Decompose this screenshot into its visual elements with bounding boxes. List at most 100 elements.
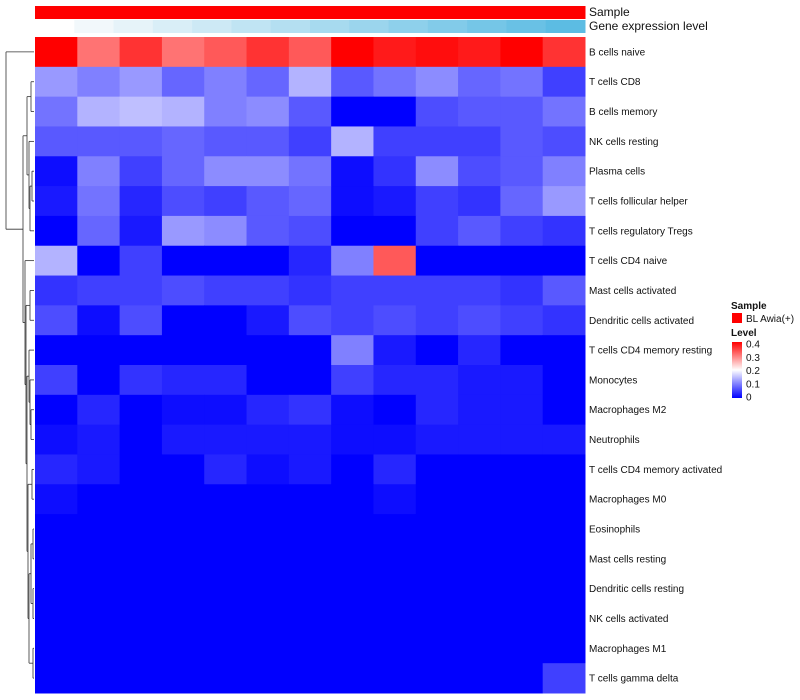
heatmap-cell xyxy=(77,66,121,98)
annotation-cell xyxy=(113,6,154,19)
heatmap-cell xyxy=(331,454,374,485)
heatmap-cell xyxy=(161,156,205,187)
heatmap-cell xyxy=(331,96,374,127)
heatmap-cell xyxy=(204,633,248,664)
heatmap-cell xyxy=(204,543,248,575)
heatmap-cell xyxy=(542,186,586,217)
heatmap-cell xyxy=(119,37,163,68)
heatmap-cell xyxy=(35,245,78,277)
heatmap-cell xyxy=(331,633,374,664)
heatmap-cell xyxy=(77,484,121,515)
heatmap-cell xyxy=(35,37,78,68)
heatmap-cell xyxy=(288,335,332,366)
heatmap-cell xyxy=(204,454,248,485)
heatmap-cell xyxy=(542,66,586,98)
heatmap-cell xyxy=(331,394,374,426)
heatmap-cell xyxy=(246,156,290,187)
heatmap-cell xyxy=(500,305,544,336)
heatmap-cell xyxy=(373,603,417,634)
heatmap-cell xyxy=(161,305,205,336)
heatmap-cell xyxy=(331,126,374,157)
heatmap-cell xyxy=(415,275,459,306)
heatmap-cell xyxy=(373,484,417,515)
heatmap-cell xyxy=(246,215,290,247)
heatmap-cell xyxy=(288,305,332,336)
heatmap-cell xyxy=(119,66,163,98)
annotation-cell xyxy=(74,20,115,33)
heatmap-cell xyxy=(500,365,544,396)
heatmap-cell xyxy=(35,66,78,98)
heatmap-cell xyxy=(119,365,163,396)
heatmap-cell xyxy=(542,543,586,575)
heatmap-cell xyxy=(542,156,586,187)
heatmap-cell xyxy=(204,514,248,545)
heatmap-cell xyxy=(35,663,78,694)
heatmap-cell xyxy=(288,365,332,396)
annotation-label: Gene expression level xyxy=(589,19,708,33)
heatmap-cell xyxy=(458,603,501,634)
heatmap-cell xyxy=(373,514,417,545)
annotation-cell xyxy=(152,20,193,33)
heatmap-cell xyxy=(415,37,459,68)
legend-tick-label: 0.2 xyxy=(746,366,760,377)
heatmap-cell xyxy=(77,365,121,396)
row-label: T cells gamma delta xyxy=(589,674,679,685)
row-label: Neutrophils xyxy=(589,435,640,446)
annotation-cell xyxy=(113,20,154,33)
heatmap-cell xyxy=(288,454,332,485)
heatmap-cell xyxy=(288,424,332,455)
heatmap-cell xyxy=(288,663,332,694)
heatmap-cell xyxy=(500,156,544,187)
heatmap-cell xyxy=(35,275,78,306)
heatmap-cell xyxy=(542,96,586,127)
annotation-cell xyxy=(467,6,507,19)
legend-tick-label: 0.1 xyxy=(746,379,760,390)
heatmap-cell xyxy=(161,66,205,98)
heatmap-cell xyxy=(288,633,332,664)
heatmap-cell xyxy=(204,335,248,366)
heatmap-cell xyxy=(77,663,121,694)
heatmap-cell xyxy=(35,96,78,127)
legend-tick-label: 0.4 xyxy=(746,340,760,351)
heatmap-cell xyxy=(373,663,417,694)
heatmap-cell xyxy=(373,245,417,277)
heatmap-cell xyxy=(246,603,290,634)
row-labels: B cells naive T cells CD8 B cells memory NK… xyxy=(589,47,722,684)
heatmap-cell xyxy=(500,663,544,694)
heatmap-cell xyxy=(204,365,248,396)
heatmap-cell xyxy=(204,186,248,217)
heatmap-cell xyxy=(458,633,501,664)
heatmap-cell xyxy=(331,156,374,187)
heatmap-cell xyxy=(331,186,374,217)
heatmap-cell xyxy=(161,394,205,426)
heatmap-cell xyxy=(288,603,332,634)
heatmap-cell xyxy=(161,514,205,545)
heatmap-cell xyxy=(77,424,121,455)
heatmap-cell xyxy=(77,335,121,366)
heatmap-cell xyxy=(500,543,544,575)
heatmap-cell xyxy=(458,365,501,396)
heatmap-cell xyxy=(35,215,78,247)
heatmap-cell xyxy=(415,66,459,98)
heatmap-cell xyxy=(204,394,248,426)
annotation-cell xyxy=(192,20,232,33)
heatmap-cell xyxy=(204,66,248,98)
heatmap-cell xyxy=(331,66,374,98)
annotation-cell xyxy=(310,20,350,33)
heatmap-cell xyxy=(161,424,205,455)
row-label: T cells follicular helper xyxy=(589,197,688,208)
heatmap-cell xyxy=(204,275,248,306)
heatmap-cell xyxy=(500,335,544,366)
heatmap-cells xyxy=(35,37,586,694)
heatmap-cell xyxy=(288,37,332,68)
heatmap-cell xyxy=(246,305,290,336)
heatmap-cell xyxy=(246,275,290,306)
heatmap-cell xyxy=(288,543,332,575)
heatmap-cell xyxy=(288,96,332,127)
heatmap-cell xyxy=(161,37,205,68)
heatmap-cell xyxy=(161,633,205,664)
heatmap-cell xyxy=(331,275,374,306)
heatmap-cell xyxy=(542,663,586,694)
heatmap-cell xyxy=(542,603,586,634)
heatmap-cell xyxy=(500,484,544,515)
